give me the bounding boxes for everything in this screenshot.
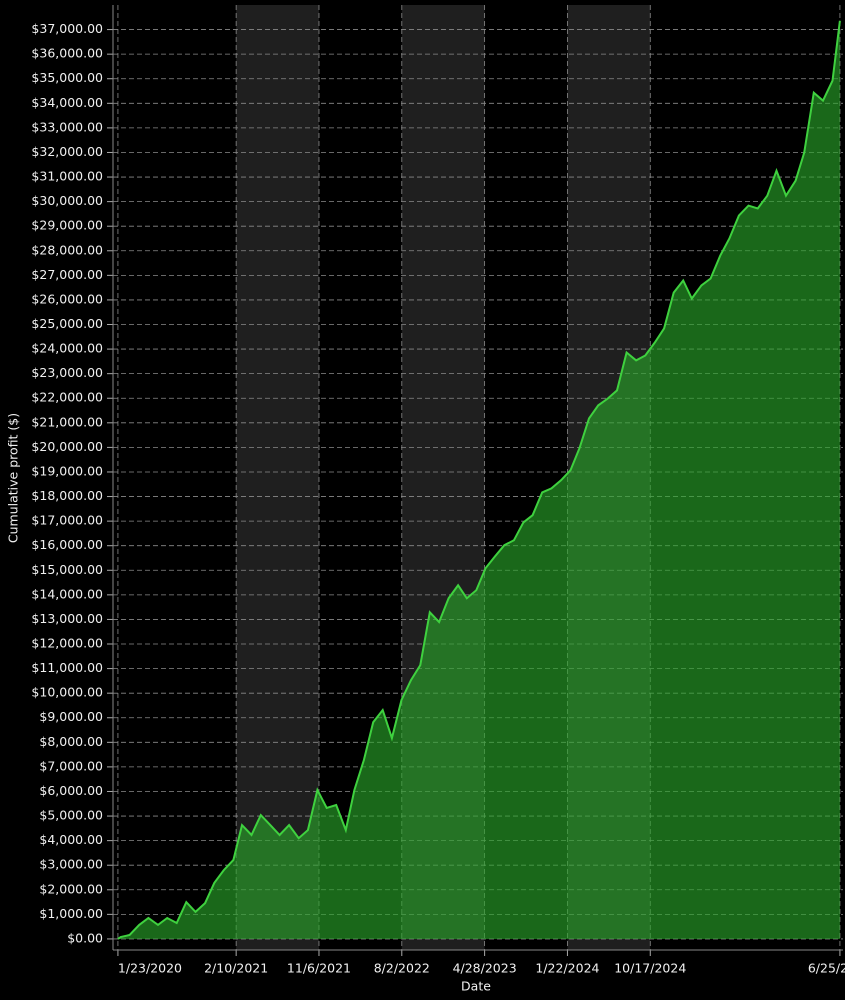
y-tick-label: $23,000.00: [31, 365, 103, 380]
y-tick-label: $31,000.00: [31, 169, 103, 184]
y-tick-label: $12,000.00: [31, 636, 103, 651]
x-tick-label: 6/25/2026: [808, 961, 845, 976]
x-axis-label: Date: [461, 979, 491, 994]
x-tick-label: 1/23/2020: [118, 961, 182, 976]
y-tick-label: $36,000.00: [31, 46, 103, 61]
y-tick-label: $34,000.00: [31, 95, 103, 110]
shaded-band: [236, 5, 319, 950]
y-tick-label: $14,000.00: [31, 586, 103, 601]
y-tick-label: $18,000.00: [31, 488, 103, 503]
y-tick-label: $16,000.00: [31, 537, 103, 552]
y-tick-label: $6,000.00: [39, 783, 103, 798]
y-tick-label: $8,000.00: [39, 734, 103, 749]
y-tick-label: $35,000.00: [31, 70, 103, 85]
y-tick-label: $0.00: [67, 930, 103, 945]
y-tick-label: $19,000.00: [31, 463, 103, 478]
y-tick-label: $17,000.00: [31, 513, 103, 528]
y-tick-label: $25,000.00: [31, 316, 103, 331]
y-tick-label: $15,000.00: [31, 562, 103, 577]
y-tick-label: $24,000.00: [31, 341, 103, 356]
y-tick-label: $22,000.00: [31, 390, 103, 405]
area: [117, 20, 840, 939]
x-tick-label: 4/28/2023: [453, 961, 517, 976]
x-tick-label: 1/22/2024: [535, 961, 599, 976]
y-tick-label: $4,000.00: [39, 832, 103, 847]
y-tick-label: $11,000.00: [31, 660, 103, 675]
y-tick-label: $20,000.00: [31, 439, 103, 454]
y-tick-label: $21,000.00: [31, 414, 103, 429]
y-tick-label: $29,000.00: [31, 218, 103, 233]
y-tick-label: $27,000.00: [31, 267, 103, 282]
y-tick-label: $30,000.00: [31, 193, 103, 208]
x-tick-label: 2/10/2021: [204, 961, 268, 976]
x-tick-label: 10/17/2024: [614, 961, 686, 976]
y-tick-label: $1,000.00: [39, 906, 103, 921]
line: [117, 20, 841, 940]
x-tick-label: 8/2/2022: [374, 961, 430, 976]
y-tick-label: $2,000.00: [39, 881, 103, 896]
y-tick-label: $32,000.00: [31, 144, 103, 159]
y-tick-label: $3,000.00: [39, 857, 103, 872]
y-tick-label: $9,000.00: [39, 709, 103, 724]
y-tick-label: $28,000.00: [31, 242, 103, 257]
y-tick-label: $10,000.00: [31, 685, 103, 700]
y-tick-label: $5,000.00: [39, 808, 103, 823]
y-tick-label: $13,000.00: [31, 611, 103, 626]
x-tick-label: 11/6/2021: [287, 961, 351, 976]
y-tick-label: $33,000.00: [31, 119, 103, 134]
y-tick-label: $26,000.00: [31, 291, 103, 306]
y-tick-label: $7,000.00: [39, 758, 103, 773]
y-tick-label: $37,000.00: [31, 21, 103, 36]
y-axis-label: Cumulative profit ($): [6, 413, 21, 543]
